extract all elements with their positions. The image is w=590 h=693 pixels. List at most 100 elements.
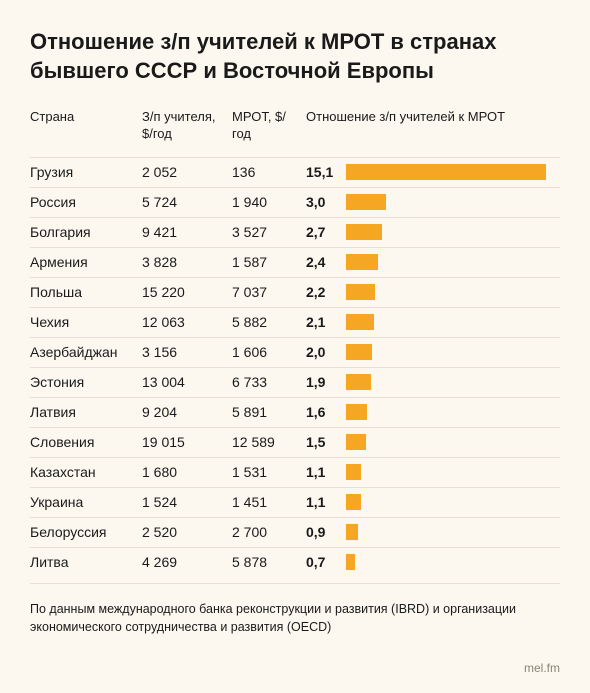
cell-country: Украина <box>30 494 142 510</box>
cell-salary: 9 421 <box>142 224 232 240</box>
cell-mrot: 5 878 <box>232 554 306 570</box>
ratio-value: 1,5 <box>306 434 336 450</box>
ratio-bar <box>346 464 361 480</box>
cell-ratio: 2,0 <box>306 344 560 360</box>
table-row: Казахстан1 6801 5311,1 <box>30 457 560 487</box>
table-row: Азербайджан3 1561 6062,0 <box>30 337 560 367</box>
bar-track <box>346 464 560 480</box>
cell-country: Казахстан <box>30 464 142 480</box>
ratio-value: 15,1 <box>306 164 336 180</box>
ratio-value: 1,1 <box>306 494 336 510</box>
cell-mrot: 5 882 <box>232 314 306 330</box>
ratio-value: 1,6 <box>306 404 336 420</box>
bar-track <box>346 314 560 330</box>
cell-mrot: 6 733 <box>232 374 306 390</box>
cell-mrot: 1 606 <box>232 344 306 360</box>
col-mrot-header: МРОТ, $/год <box>232 109 306 143</box>
ratio-bar <box>346 194 386 210</box>
ratio-bar <box>346 284 375 300</box>
cell-salary: 12 063 <box>142 314 232 330</box>
ratio-bar <box>346 494 361 510</box>
cell-mrot: 1 451 <box>232 494 306 510</box>
cell-mrot: 3 527 <box>232 224 306 240</box>
col-ratio-header: Отношение з/п учителей к МРОТ <box>306 109 560 126</box>
ratio-bar <box>346 554 355 570</box>
cell-ratio: 0,9 <box>306 524 560 540</box>
ratio-bar <box>346 164 546 180</box>
cell-salary: 4 269 <box>142 554 232 570</box>
cell-ratio: 15,1 <box>306 164 560 180</box>
cell-country: Россия <box>30 194 142 210</box>
cell-salary: 5 724 <box>142 194 232 210</box>
cell-ratio: 1,5 <box>306 434 560 450</box>
bar-track <box>346 164 560 180</box>
table-row: Польша15 2207 0372,2 <box>30 277 560 307</box>
bar-track <box>346 374 560 390</box>
ratio-value: 2,0 <box>306 344 336 360</box>
cell-country: Болгария <box>30 224 142 240</box>
ratio-bar <box>346 434 366 450</box>
cell-ratio: 1,1 <box>306 494 560 510</box>
cell-ratio: 2,7 <box>306 224 560 240</box>
ratio-bar <box>346 224 382 240</box>
cell-ratio: 2,1 <box>306 314 560 330</box>
cell-ratio: 1,1 <box>306 464 560 480</box>
cell-mrot: 2 700 <box>232 524 306 540</box>
cell-ratio: 2,2 <box>306 284 560 300</box>
cell-salary: 9 204 <box>142 404 232 420</box>
table-row: Болгария9 4213 5272,7 <box>30 217 560 247</box>
cell-ratio: 1,9 <box>306 374 560 390</box>
cell-ratio: 3,0 <box>306 194 560 210</box>
cell-salary: 2 052 <box>142 164 232 180</box>
table-row: Грузия2 05213615,1 <box>30 157 560 187</box>
table-row: Армения3 8281 5872,4 <box>30 247 560 277</box>
ratio-value: 2,7 <box>306 224 336 240</box>
cell-country: Белоруссия <box>30 524 142 540</box>
cell-country: Армения <box>30 254 142 270</box>
cell-ratio: 1,6 <box>306 404 560 420</box>
table-row: Украина1 5241 4511,1 <box>30 487 560 517</box>
cell-country: Эстония <box>30 374 142 390</box>
cell-mrot: 1 587 <box>232 254 306 270</box>
cell-country: Латвия <box>30 404 142 420</box>
cell-ratio: 0,7 <box>306 554 560 570</box>
table-row: Эстония13 0046 7331,9 <box>30 367 560 397</box>
cell-salary: 19 015 <box>142 434 232 450</box>
cell-salary: 15 220 <box>142 284 232 300</box>
ratio-bar <box>346 314 374 330</box>
cell-country: Польша <box>30 284 142 300</box>
ratio-value: 2,4 <box>306 254 336 270</box>
cell-mrot: 12 589 <box>232 434 306 450</box>
cell-mrot: 1 531 <box>232 464 306 480</box>
bar-track <box>346 194 560 210</box>
bar-track <box>346 284 560 300</box>
table-row: Литва4 2695 8780,7 <box>30 547 560 577</box>
cell-salary: 13 004 <box>142 374 232 390</box>
cell-mrot: 7 037 <box>232 284 306 300</box>
ratio-bar <box>346 374 371 390</box>
cell-country: Словения <box>30 434 142 450</box>
ratio-bar <box>346 344 372 360</box>
cell-mrot: 136 <box>232 164 306 180</box>
ratio-bar <box>346 524 358 540</box>
ratio-value: 2,2 <box>306 284 336 300</box>
table-row: Латвия9 2045 8911,6 <box>30 397 560 427</box>
cell-salary: 1 680 <box>142 464 232 480</box>
bar-track <box>346 434 560 450</box>
bar-track <box>346 554 560 570</box>
ratio-table: Страна З/п учителя, $/год МРОТ, $/год От… <box>30 109 560 577</box>
bar-track <box>346 494 560 510</box>
table-row: Россия5 7241 9403,0 <box>30 187 560 217</box>
ratio-bar <box>346 404 367 420</box>
cell-mrot: 5 891 <box>232 404 306 420</box>
cell-salary: 2 520 <box>142 524 232 540</box>
ratio-value: 2,1 <box>306 314 336 330</box>
bar-track <box>346 524 560 540</box>
bar-track <box>346 254 560 270</box>
ratio-value: 1,1 <box>306 464 336 480</box>
source-footnote: По данным международного банка реконстру… <box>30 583 560 636</box>
cell-mrot: 1 940 <box>232 194 306 210</box>
cell-salary: 3 156 <box>142 344 232 360</box>
cell-country: Грузия <box>30 164 142 180</box>
cell-salary: 1 524 <box>142 494 232 510</box>
